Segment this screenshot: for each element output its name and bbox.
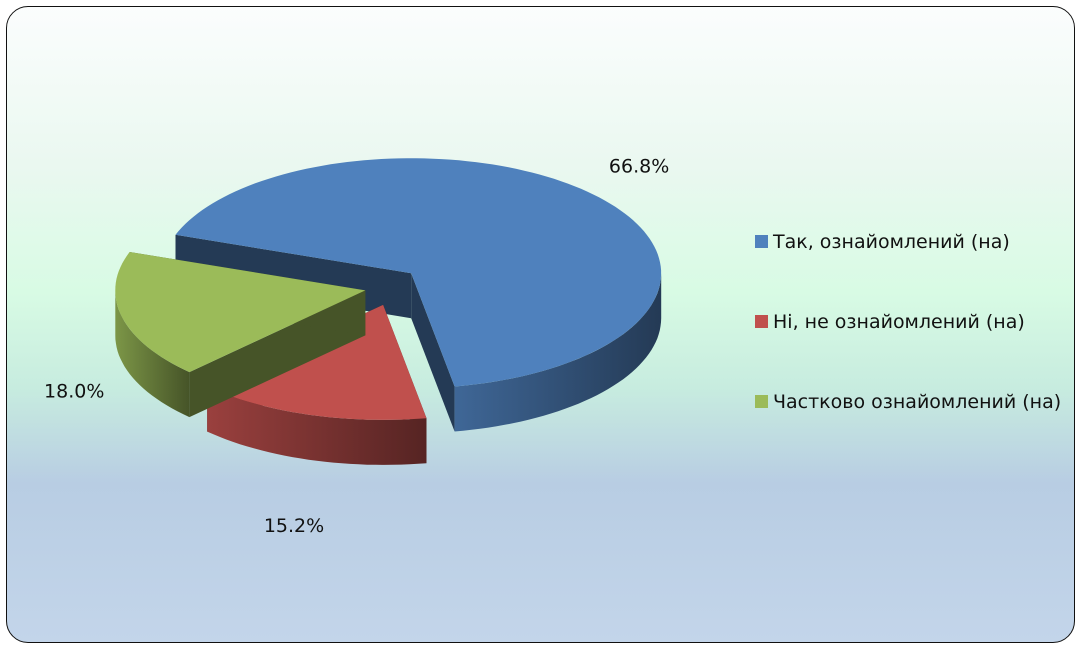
data-label: 18.0% — [44, 381, 104, 403]
legend-swatch — [755, 235, 768, 248]
pie-slice — [175, 158, 662, 387]
slice-side — [454, 273, 662, 432]
legend-item: Ні, не ознайомлений (на) — [755, 309, 1074, 335]
legend-item: Частково ознайомлений (на) — [755, 389, 1074, 415]
legend-swatch — [755, 395, 768, 408]
slice-wall — [411, 273, 455, 432]
data-label: 66.8% — [609, 156, 669, 178]
slice-side — [115, 290, 190, 418]
slice-side — [207, 386, 427, 465]
legend-label: Так, ознайомлений (на) — [773, 231, 1010, 253]
chart-frame: 66.8% 15.2% 18.0% Так, ознайомлений (на) Ні… — [6, 6, 1075, 643]
legend-swatch — [755, 315, 768, 328]
pie-slice — [115, 252, 366, 373]
legend-label: Частково ознайомлений (на) — [773, 391, 1062, 413]
legend-item: Так, ознайомлений (на) — [755, 229, 1074, 255]
chart: 66.8% 15.2% 18.0% — [44, 156, 669, 537]
legend-label: Ні, не ознайомлений (на) — [773, 311, 1025, 333]
data-label: 15.2% — [264, 515, 324, 537]
pie-slice — [207, 304, 427, 420]
